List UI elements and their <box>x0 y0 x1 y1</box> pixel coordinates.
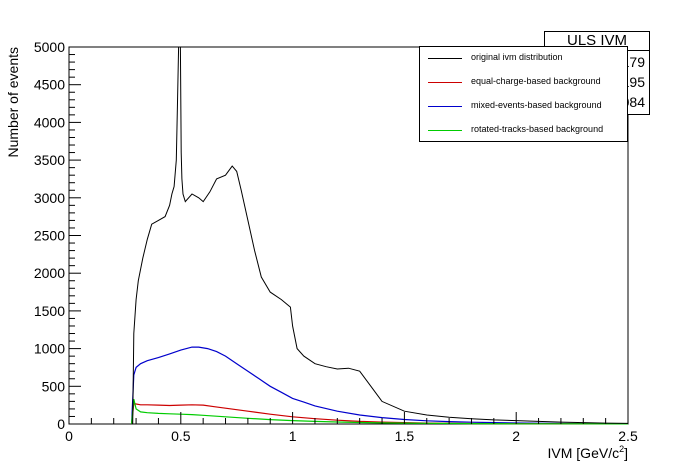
legend-entry-rotated-tracks: rotated-tracks-based background <box>420 119 627 143</box>
x-axis-label-sup: 2 <box>619 444 624 454</box>
y-axis-label: Number of events <box>5 47 21 158</box>
series-line-3 <box>131 398 629 425</box>
legend-label-original: original ivm distribution <box>471 52 563 62</box>
legend-label-mixed-events: mixed-events-based background <box>471 100 602 110</box>
x-axis-label-main: IVM [GeV/c <box>548 445 620 461</box>
series-line-0 <box>131 46 629 425</box>
y-tick-label-2500: 2500 <box>34 228 65 244</box>
x-axis-label-end: ] <box>624 445 628 461</box>
y-tick-label-500: 500 <box>42 378 66 394</box>
y-tick-label-0: 0 <box>57 416 65 432</box>
legend-entry-equal-charge: equal-charge-based background <box>420 71 627 95</box>
y-tick-label-3000: 3000 <box>34 190 65 206</box>
legend-entry-original: original ivm distribution <box>420 47 627 71</box>
legend-swatch-mixed-events <box>428 106 462 107</box>
legend-swatch-original <box>428 58 462 59</box>
y-tick-label-3500: 3500 <box>34 152 65 168</box>
legend-label-rotated-tracks: rotated-tracks-based background <box>471 124 604 134</box>
legend: original ivm distribution equal-charge-b… <box>419 46 628 142</box>
y-tick-label-5000: 5000 <box>34 39 65 55</box>
x-tick-label-2: 2 <box>512 428 520 444</box>
x-tick-label-2.5: 2.5 <box>618 428 638 444</box>
legend-entry-mixed-events: mixed-events-based background <box>420 95 627 119</box>
legend-swatch-rotated-tracks <box>428 130 462 131</box>
x-tick-label-0: 0 <box>65 428 73 444</box>
axis-layer: 0 500 1000 1500 2000 2500 3000 3500 4000 4500 5000… <box>34 39 638 444</box>
x-tick-label-0.5: 0.5 <box>171 428 191 444</box>
y-tick-label-1000: 1000 <box>34 341 65 357</box>
x-axis-label: IVM [GeV/c2] <box>548 444 628 461</box>
series-line-1 <box>131 402 629 425</box>
y-tick-label-4500: 4500 <box>34 77 65 93</box>
x-tick-label-1.5: 1.5 <box>395 428 415 444</box>
y-tick-label-1500: 1500 <box>34 303 65 319</box>
legend-label-equal-charge: equal-charge-based background <box>471 76 601 86</box>
y-tick-label-2000: 2000 <box>34 265 65 281</box>
y-tick-label-4000: 4000 <box>34 114 65 130</box>
x-tick-label-1: 1 <box>289 428 297 444</box>
series-line-2 <box>131 346 628 425</box>
legend-swatch-equal-charge <box>428 82 462 83</box>
